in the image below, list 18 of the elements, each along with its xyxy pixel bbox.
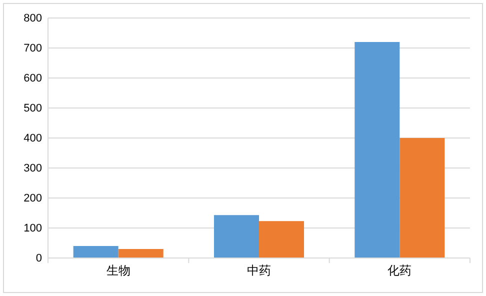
bar: [118, 249, 164, 258]
x-tick-label: 生物: [106, 264, 130, 278]
bar: [214, 215, 259, 258]
x-tick-label: 化药: [388, 264, 412, 278]
y-tick-label: 400: [24, 132, 42, 145]
bar: [259, 221, 304, 258]
bar: [354, 42, 400, 258]
bar: [73, 246, 118, 258]
y-tick-label: 0: [36, 252, 42, 265]
y-tick-label: 500: [24, 102, 42, 115]
bar: [400, 138, 445, 258]
y-tick-label: 800: [24, 12, 42, 25]
y-tick-label: 600: [24, 72, 42, 85]
x-tick-label: 中药: [247, 264, 271, 278]
y-tick-label: 700: [24, 42, 42, 55]
y-tick-label: 200: [24, 192, 42, 205]
y-tick-label: 300: [24, 162, 42, 175]
y-tick-label: 100: [24, 222, 42, 235]
